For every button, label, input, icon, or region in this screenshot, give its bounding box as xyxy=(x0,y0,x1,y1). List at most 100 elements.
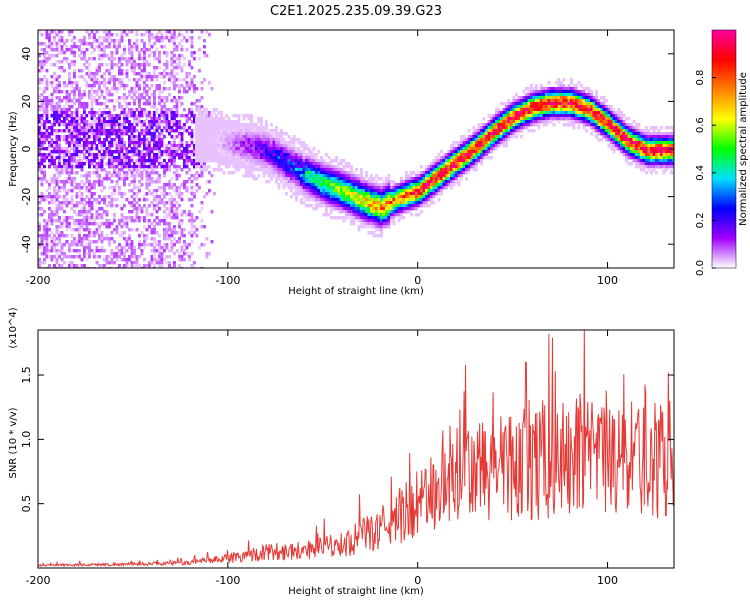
heatmap-cell-2776 xyxy=(195,183,199,187)
heatmap-cell-2477 xyxy=(173,210,176,214)
heatmap-cell-468 xyxy=(63,105,66,109)
heatmap-cell-1277 xyxy=(108,42,111,46)
heatmap-cell-4601 xyxy=(447,177,451,181)
heatmap-cell-1500 xyxy=(120,72,124,76)
heatmap-cell-346 xyxy=(55,192,59,196)
heatmap-cell-3288 xyxy=(250,159,253,163)
heatmap-cell-2784 xyxy=(198,69,201,73)
heatmap-cell-2468 xyxy=(173,156,176,160)
heatmap-cell-1984 xyxy=(145,234,149,238)
heatmap-cell-470 xyxy=(63,111,66,115)
heatmap-cell-4659 xyxy=(457,180,461,184)
heatmap-cell-1838 xyxy=(138,165,141,169)
heatmap-cell-671 xyxy=(73,156,76,160)
heatmap-cell-105 xyxy=(43,111,46,115)
heatmap-cell-4201 xyxy=(377,183,381,187)
heatmap-cell-1299 xyxy=(108,147,111,151)
heatmap-cell-2719 xyxy=(190,186,194,190)
heatmap-cell-3646 xyxy=(300,180,303,184)
heatmap-cell-2287 xyxy=(163,189,166,193)
heatmap-cell-2993 xyxy=(210,129,213,133)
heatmap-cell-1494 xyxy=(120,36,124,40)
heatmap-cell-162 xyxy=(45,138,49,142)
heatmap-cell-4586 xyxy=(445,171,448,175)
heatmap-cell-742 xyxy=(78,102,81,106)
heatmap-cell-4228 xyxy=(380,210,383,214)
heatmap-cell-4525 xyxy=(432,201,436,205)
heatmap-cell-1925 xyxy=(143,156,146,160)
heatmap-cell-4465 xyxy=(422,189,426,193)
heatmap-cell-432 xyxy=(60,111,64,115)
heatmap-cell-3647 xyxy=(300,183,303,187)
heatmap-cell-4729 xyxy=(472,132,476,136)
heatmap-cell-1801 xyxy=(135,213,139,217)
heatmap-cell-3012 xyxy=(212,135,216,139)
heatmap-cell-3479 xyxy=(277,156,281,160)
heatmap-cell-993 xyxy=(90,153,94,157)
heatmap-cell-2217 xyxy=(158,252,161,256)
heatmap-cell-4613 xyxy=(450,171,453,175)
heatmap-cell-2904 xyxy=(197,129,201,133)
heatmap-cell-4488 xyxy=(427,174,431,178)
heatmap-cell-3125 xyxy=(227,156,231,160)
heatmap-cell-3042 xyxy=(217,120,221,124)
heatmap-cell-514 xyxy=(65,111,69,115)
heatmap-cell-343 xyxy=(55,180,59,184)
heatmap-cell-3709 xyxy=(307,198,311,202)
heatmap-cell-1521 xyxy=(120,162,124,166)
heatmap-cell-4653 xyxy=(457,159,461,163)
heatmap-cell-1842 xyxy=(138,180,141,184)
heatmap-cell-2336 xyxy=(165,216,169,220)
heatmap-cell-3964 xyxy=(345,171,348,175)
heatmap-cell-1188 xyxy=(100,246,104,250)
heatmap-cell-4794 xyxy=(482,153,486,157)
heatmap-cell-4347 xyxy=(400,198,403,202)
heatmap-cell-438 xyxy=(60,147,64,151)
heatmap-cell-4549 xyxy=(437,183,441,187)
heatmap-cell-36 xyxy=(38,225,41,229)
heatmap-cell-896 xyxy=(85,186,89,190)
heatmap-cell-2190 xyxy=(158,126,161,130)
heatmap-cell-2582 xyxy=(180,126,184,130)
heatmap-cell-3497 xyxy=(280,153,283,157)
heatmap-cell-2089 xyxy=(153,114,156,118)
heatmap-cell-3054 xyxy=(217,156,221,160)
heatmap-cell-4194 xyxy=(375,216,378,220)
heatmap-cell-2516 xyxy=(175,177,179,181)
heatmap-cell-2282 xyxy=(163,168,166,172)
heatmap-cell-4475 xyxy=(425,177,428,181)
heatmap-cell-1844 xyxy=(138,189,141,193)
heatmap-cell-1608 xyxy=(125,171,129,175)
heatmap-cell-1404 xyxy=(113,252,116,256)
heatmap-cell-4796 xyxy=(485,123,488,127)
heatmap-cell-1698 xyxy=(130,189,134,193)
heatmap-cell-2253 xyxy=(160,255,164,259)
heatmap-cell-1032 xyxy=(93,135,96,139)
heatmap-cell-4436 xyxy=(417,183,421,187)
heatmap-cell-637 xyxy=(70,255,74,259)
heatmap-cell-859 xyxy=(83,222,86,226)
heatmap-cell-905 xyxy=(85,225,89,229)
heatmap-cell-19 xyxy=(38,135,41,139)
heatmap-cell-4678 xyxy=(462,141,466,145)
heatmap-cell-1120 xyxy=(98,135,101,139)
heatmap-cell-430 xyxy=(60,99,64,103)
heatmap-cell-1533 xyxy=(120,234,124,238)
heatmap-cell-4031 xyxy=(352,210,356,214)
heatmap-cell-1477 xyxy=(118,168,121,172)
heatmap-cell-4804 xyxy=(485,147,488,151)
heatmap-cell-3632 xyxy=(297,189,301,193)
heatmap-cell-2357 xyxy=(168,120,171,124)
heatmap-cell-3383 xyxy=(265,123,268,127)
heatmap-cell-1286 xyxy=(108,99,111,103)
heatmap-cell-190 xyxy=(48,54,51,58)
heatmap-cell-4429 xyxy=(415,204,418,208)
heatmap-cell-697 xyxy=(75,114,79,118)
heatmap-cell-2631 xyxy=(183,240,186,244)
heatmap-cell-1335 xyxy=(110,117,114,121)
heatmap-cell-2902 xyxy=(197,123,201,127)
heatmap-cell-2391 xyxy=(170,39,174,43)
heatmap-cell-4339 xyxy=(397,219,401,223)
heatmap-cell-1701 xyxy=(130,204,134,208)
heatmap-cell-4689 xyxy=(465,138,468,142)
